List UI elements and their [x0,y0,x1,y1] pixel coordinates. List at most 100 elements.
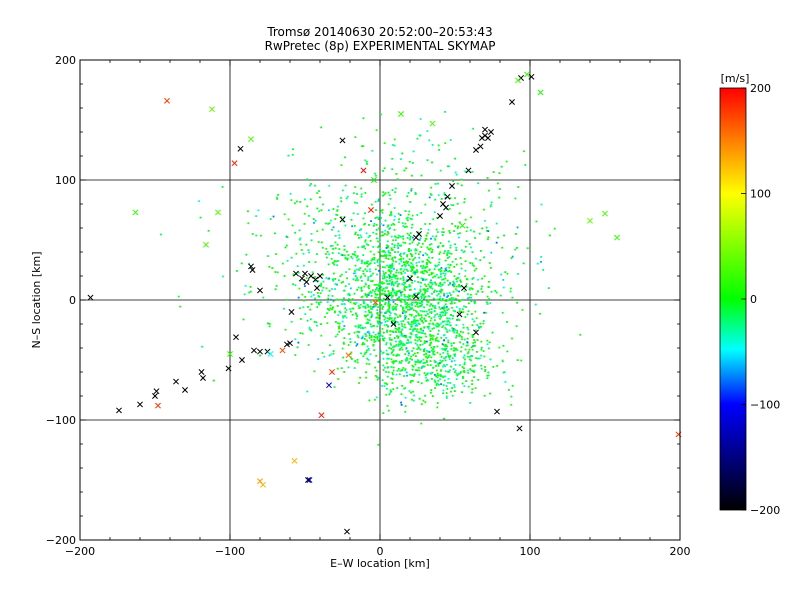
echo-dot [383,324,386,327]
echo-dot [446,309,449,311]
echo-dot [443,306,446,309]
echo-dot [459,341,461,344]
echo-dot [400,293,403,296]
echo-dot [467,352,469,355]
echo-dot [414,342,417,345]
echo-dot [362,341,364,344]
echo-dot [427,283,430,286]
echo-dot [329,245,332,247]
echo-dot [446,254,449,257]
echo-dot [390,224,393,226]
echo-cross [239,357,245,363]
echo-dot [355,313,358,316]
echo-dot [427,356,430,358]
echo-dot [447,320,450,322]
echo-dot [389,333,392,336]
echo-dot [462,375,464,378]
echo-dot [414,305,417,308]
echo-dot [475,317,478,320]
echo-dot [365,335,368,337]
echo-dot [411,263,414,266]
echo-cross [155,402,161,409]
echo-dot [443,305,446,308]
echo-dot [431,283,434,286]
echo-dot [375,316,378,319]
echo-dot [367,279,370,282]
echo-dot [381,308,384,310]
echo-dot [446,352,449,355]
echo-dot [382,412,385,415]
echo-dot [423,310,426,313]
echo-dot [509,287,512,290]
echo-dot [439,268,442,270]
echo-dot [421,242,424,245]
echo-dot [362,145,365,148]
echo-dot [424,291,426,294]
echo-dot [376,273,378,276]
echo-dot [386,366,389,369]
echo-dot [398,327,400,329]
echo-dot [430,312,433,314]
echo-dot [405,286,408,289]
echo-dot [404,387,407,389]
echo-dot [416,344,419,346]
echo-dot [369,268,371,271]
echo-dot [335,320,337,323]
echo-dot [382,337,384,340]
echo-dot [419,288,422,291]
echo-dot [408,234,411,237]
echo-dot [394,239,397,242]
echo-dot [437,363,440,366]
echo-dot [437,329,440,332]
echo-dot [402,298,405,301]
echo-dot [351,307,354,310]
echo-dot [386,294,389,297]
echo-dot [373,335,376,338]
echo-dot [459,299,462,302]
echo-dot [385,382,388,385]
echo-cross [288,309,295,315]
echo-dot [333,263,336,266]
echo-dot [431,292,433,295]
echo-dot [405,359,407,362]
echo-dot [378,331,381,334]
echo-dot [420,246,423,248]
echo-dot [407,339,410,342]
echo-dot [408,284,411,286]
echo-dot [395,269,398,272]
echo-cross [116,407,122,414]
echo-cross [231,160,238,167]
echo-dot [366,339,369,342]
echo-dot [418,256,421,259]
echo-dot [390,278,393,281]
echo-dot [480,288,483,290]
echo-dot [420,174,423,177]
echo-dot [384,301,387,304]
echo-dot [402,276,405,279]
echo-dot [402,308,404,310]
echo-dot [449,281,451,284]
echo-dot [383,293,386,295]
echo-dot [424,295,427,298]
echo-dot [431,322,434,325]
echo-dot [404,282,407,285]
echo-dot [403,226,406,228]
echo-dot [449,324,452,327]
echo-dot [249,286,252,288]
echo-dot [345,197,348,200]
echo-dot [496,364,498,367]
echo-dot [419,360,422,363]
echo-dot [405,268,408,271]
echo-dot [437,293,440,295]
echo-dot [410,266,412,269]
echo-dot [207,229,210,232]
echo-dot [432,218,435,221]
echo-dot [447,341,450,344]
echo-dot [415,369,417,372]
echo-cross [279,347,286,354]
echo-dot [419,237,422,240]
echo-dot [367,236,370,239]
echo-dot [326,256,328,259]
echo-dot [347,366,350,369]
echo-dot [364,222,366,225]
